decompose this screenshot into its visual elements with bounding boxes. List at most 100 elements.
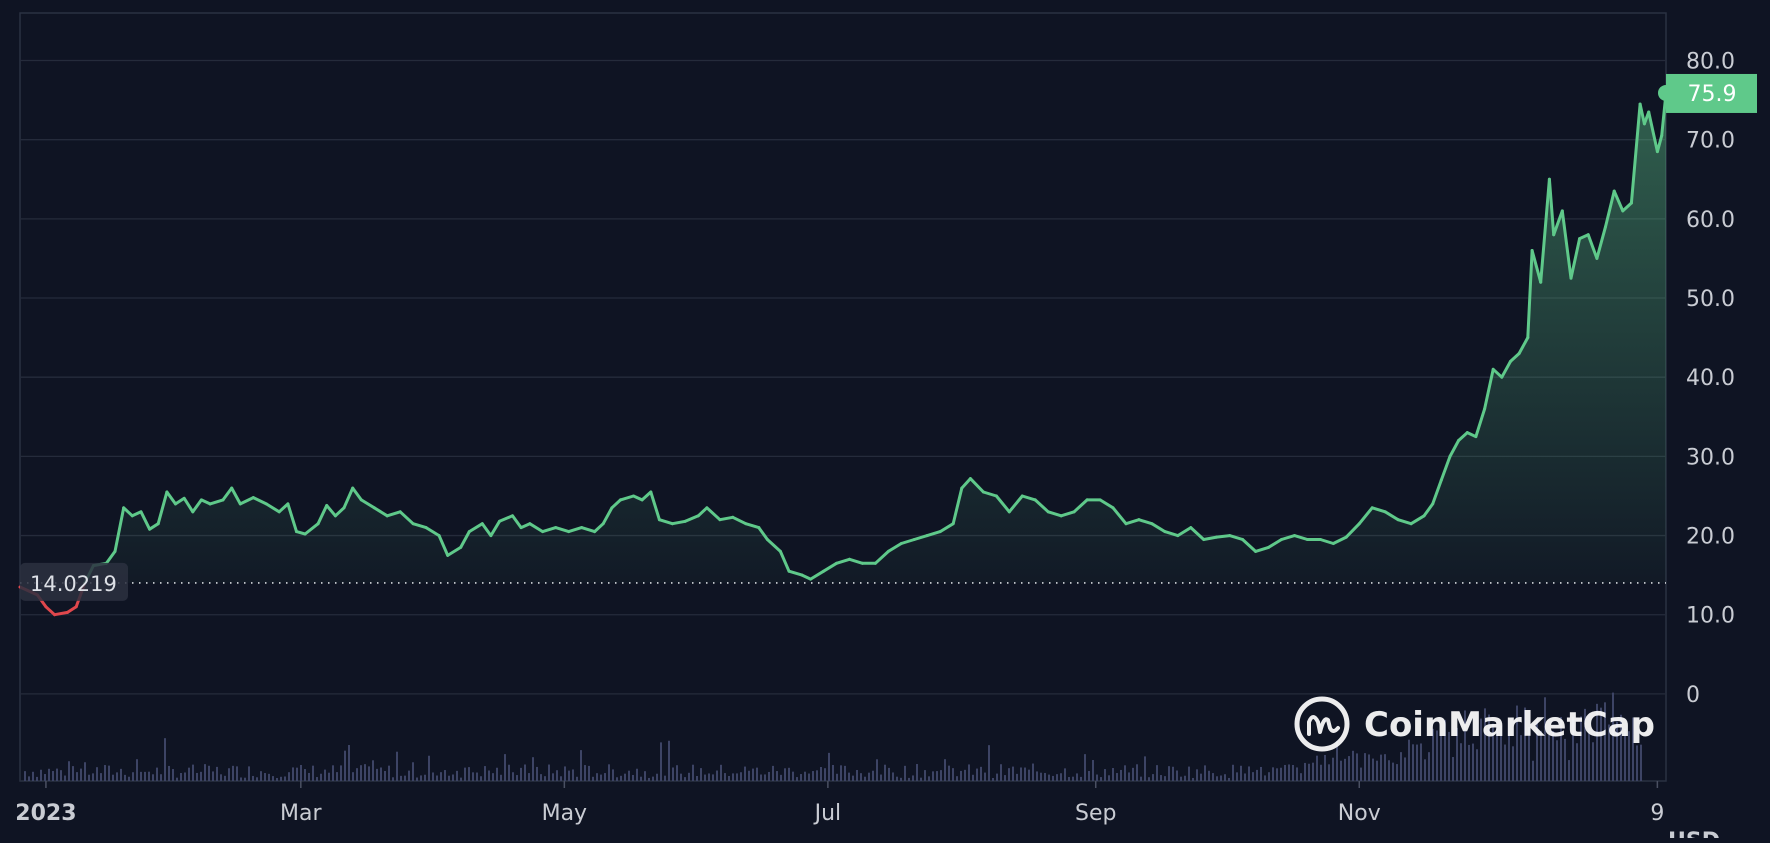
volume-bar: [992, 777, 994, 781]
volume-bar: [480, 776, 482, 781]
price-line-segment: [593, 522, 605, 534]
price-area: [84, 93, 1666, 584]
volume-bar: [1256, 769, 1258, 781]
price-line-segment: [303, 522, 320, 536]
volume-bar: [652, 776, 654, 781]
volume-bar: [780, 774, 782, 781]
price-line-segment: [113, 506, 126, 553]
price-line-segment: [385, 510, 402, 518]
volume-bar: [588, 765, 590, 781]
price-line-segment: [731, 515, 748, 526]
volume-bar: [1252, 772, 1254, 781]
volume-bar: [120, 768, 122, 781]
y-tick-label: 80.0: [1686, 50, 1735, 75]
volume-bar: [1560, 717, 1562, 781]
volume-bar: [168, 765, 170, 781]
volume-bar: [684, 777, 686, 781]
volume-bar: [328, 772, 330, 781]
volume-bar: [596, 773, 598, 781]
volume-bar: [456, 770, 458, 781]
volume-bar: [664, 775, 666, 781]
volume-bar: [312, 765, 314, 781]
volume-bar: [676, 765, 678, 781]
price-line-segment: [1331, 535, 1348, 545]
volume-bar: [584, 765, 586, 781]
volume-bar: [408, 770, 410, 781]
volume-bar: [784, 768, 786, 781]
volume-bar: [352, 772, 354, 781]
volume-bar: [280, 776, 282, 781]
volume-bar: [756, 767, 758, 781]
volume-bar: [616, 777, 618, 781]
volume-bar: [160, 774, 162, 781]
volume-bar: [1640, 744, 1642, 781]
volume-bar: [1108, 775, 1110, 781]
price-line-segment: [1396, 518, 1413, 526]
price-line-segment: [333, 506, 346, 518]
price-line-segment: [541, 526, 558, 534]
volume-bar: [1540, 730, 1542, 781]
volume-bar: [1636, 745, 1638, 781]
volume-bar: [1032, 763, 1034, 781]
volume-bar: [876, 759, 878, 781]
volume-bar: [528, 773, 530, 781]
volume-bar: [1544, 697, 1546, 781]
volume-bar: [1248, 766, 1250, 781]
volume-bar: [1276, 768, 1278, 781]
volume-bar: [1420, 743, 1422, 781]
volume-bar: [860, 773, 862, 781]
volume-bar: [1112, 768, 1114, 781]
volume-bar: [148, 771, 150, 781]
volume-bar: [124, 774, 126, 781]
volume-bar: [1120, 769, 1122, 781]
x-tick-label: Sep: [1075, 801, 1116, 826]
volume-bar: [240, 777, 242, 781]
volume-bar: [384, 770, 386, 781]
volume-bar: [1188, 766, 1190, 781]
volume-bar: [484, 766, 486, 781]
volume-bar: [532, 757, 534, 781]
volume-bar: [748, 770, 750, 781]
price-line-segment: [325, 504, 337, 518]
x-tick-label: May: [542, 801, 587, 826]
volume-bar: [364, 764, 366, 781]
volume-bar: [764, 774, 766, 781]
volume-bar: [1340, 760, 1342, 781]
price-line-segment: [66, 605, 78, 614]
volume-bar: [468, 767, 470, 781]
price-series: [18, 84, 1674, 617]
volume-bar: [1196, 769, 1198, 781]
price-line-segment: [182, 496, 195, 514]
volume-bar: [1056, 774, 1058, 781]
volume-bar: [344, 750, 346, 781]
volume-bar: [172, 769, 174, 781]
volume-bar: [40, 769, 42, 781]
volume-bar: [1312, 762, 1314, 781]
y-axis: 0 10.0 20.0 30.0 40.0 50.0 60.0 70.0 80.0: [1686, 50, 1735, 708]
volume-bar: [228, 768, 230, 781]
volume-bar: [108, 765, 110, 781]
volume-bar: [1416, 744, 1418, 781]
volume-bar: [1632, 717, 1634, 781]
volume-bar: [1328, 764, 1330, 781]
price-line-segment: [1098, 498, 1115, 510]
volume-bar: [696, 775, 698, 781]
volume-bar: [928, 776, 930, 781]
price-line-segment: [411, 522, 428, 530]
price-line-segment: [873, 549, 890, 565]
volume-bar: [76, 772, 78, 781]
volume-bar: [1180, 776, 1182, 781]
volume-bar: [1156, 765, 1158, 781]
volume-bar: [340, 765, 342, 781]
volume-bar: [256, 777, 258, 781]
volume-bar: [1504, 744, 1506, 781]
volume-bar: [776, 771, 778, 781]
volume-bar: [932, 771, 934, 781]
price-line-segment: [122, 506, 134, 518]
volume-bar: [636, 768, 638, 781]
volume-bar: [1036, 771, 1038, 781]
price-line-segment: [744, 522, 761, 530]
price-line-segment: [221, 486, 234, 502]
price-line-segment: [1189, 526, 1206, 541]
volume-bar: [1448, 731, 1450, 781]
